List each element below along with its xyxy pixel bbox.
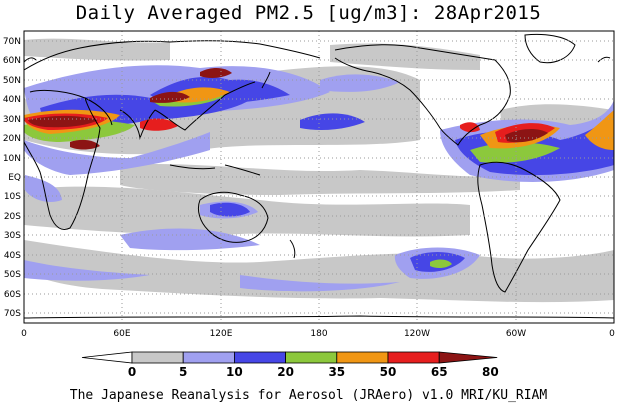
lat-label: 20N [3, 134, 21, 144]
colorbar-label: 10 [226, 365, 243, 379]
colorbar-segment [131, 351, 184, 364]
lat-label: 10S [4, 192, 21, 202]
lon-label: 60W [506, 329, 526, 339]
pm25-field [24, 38, 614, 303]
colorbar-max-triangle [438, 351, 498, 364]
lat-label: 50S [4, 270, 21, 280]
colorbar-label: 80 [482, 365, 499, 379]
map-frame [23, 30, 615, 324]
lat-label: 40S [4, 251, 21, 261]
lat-label: 10N [3, 154, 21, 164]
colorbar-label: 5 [179, 365, 187, 379]
lat-label: 30N [3, 115, 21, 125]
colorbar-min-triangle [81, 351, 133, 364]
colorbar-segment [285, 351, 338, 364]
gridlines [24, 31, 614, 323]
lat-label: 30S [4, 231, 21, 241]
colorbar-label: 0 [128, 365, 136, 379]
lon-label: 60E [113, 329, 130, 339]
lat-label: EQ [8, 173, 21, 183]
lat-label: 50N [3, 76, 21, 86]
colorbar: 0 5 10 20 35 50 65 80 [81, 351, 499, 379]
lon-label: 0 [21, 329, 27, 339]
lon-label: 0 [609, 329, 615, 339]
lat-label: 70N [3, 37, 21, 47]
lat-label: 60N [3, 56, 21, 66]
coastlines [24, 33, 614, 319]
colorbar-label: 20 [277, 365, 294, 379]
colorbar-label: 35 [328, 365, 345, 379]
lat-label: 60S [4, 290, 21, 300]
lat-label: 70S [4, 309, 21, 319]
colorbar-segment [387, 351, 440, 364]
map-title: Daily Averaged PM2.5 [ug/m3]: 28Apr2015 [75, 2, 542, 24]
lat-label: 40N [3, 95, 21, 105]
lon-label: 120W [404, 329, 430, 339]
lon-label: 120E [210, 329, 233, 339]
colorbar-segment [336, 351, 389, 364]
colorbar-segment [233, 351, 286, 364]
colorbar-label: 50 [380, 365, 397, 379]
colorbar-segment [182, 351, 235, 364]
lat-label: 20S [4, 212, 21, 222]
footer-credit: The Japanese Reanalysis for Aerosol (JRA… [69, 388, 548, 403]
colorbar-label: 65 [431, 365, 448, 379]
lon-label: 180 [310, 329, 327, 339]
